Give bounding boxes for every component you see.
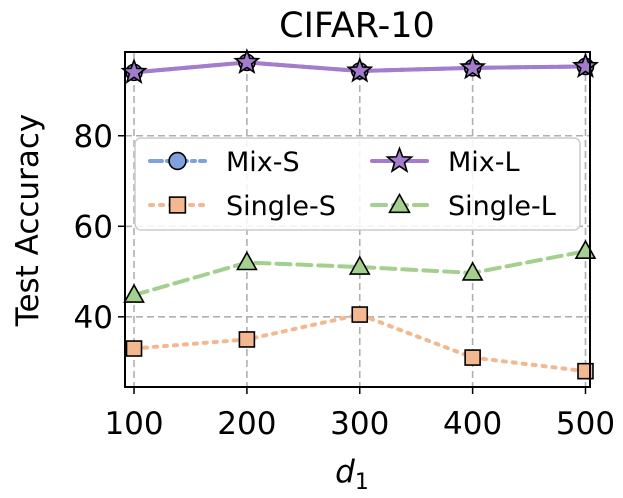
data-point-single-s: [464, 349, 481, 366]
legend-marker-mix-s: [168, 151, 187, 171]
legend-marker-single-l: [388, 192, 411, 214]
y-tick-label: 80: [74, 119, 113, 155]
legend: Mix-S Mix-L Single-S Single-L: [134, 137, 581, 231]
legend-label-mix-l: Mix-L: [448, 147, 520, 178]
data-point-single-l: [348, 255, 371, 275]
y-tick-label: 60: [74, 209, 113, 245]
x-tick-label: 200: [217, 406, 276, 442]
legend-marker-single-s: [168, 196, 187, 214]
x-tick-label: 400: [443, 406, 502, 442]
data-point-single-l: [461, 261, 484, 281]
y-tick-label: 40: [74, 300, 113, 336]
data-point-single-l: [574, 239, 597, 259]
series-markers: [120, 48, 600, 380]
x-axis-label-subscript: 1: [355, 470, 369, 495]
data-point-single-s: [238, 331, 256, 348]
data-point-single-s: [351, 306, 369, 323]
x-axis-label: d1: [335, 454, 369, 495]
legend-label-single-l: Single-L: [448, 191, 556, 222]
data-point-single-l: [236, 250, 258, 271]
data-point-single-s: [125, 340, 143, 357]
data-point-mix-l: [233, 48, 261, 74]
data-point-single-l: [123, 283, 145, 303]
data-point-mix-l: [459, 53, 487, 80]
legend-box: [134, 137, 581, 231]
axis-ticks: 100 200 300 400 500 40 60 80: [74, 119, 616, 442]
data-point-mix-l: [346, 56, 374, 83]
chart-title: CIFAR-10: [279, 6, 435, 46]
legend-marker-mix-l: [385, 146, 414, 174]
plot-frame: [124, 51, 591, 388]
x-axis-label-base: d: [335, 454, 355, 490]
x-tick-label: 300: [330, 406, 389, 442]
legend-label-single-s: Single-S: [226, 191, 336, 222]
y-axis-label: Test Accuracy: [10, 114, 46, 327]
x-tick-label: 500: [556, 406, 615, 442]
data-point-mix-l: [571, 52, 600, 79]
legend-label-mix-s: Mix-S: [226, 147, 300, 178]
x-tick-label: 100: [104, 406, 163, 442]
